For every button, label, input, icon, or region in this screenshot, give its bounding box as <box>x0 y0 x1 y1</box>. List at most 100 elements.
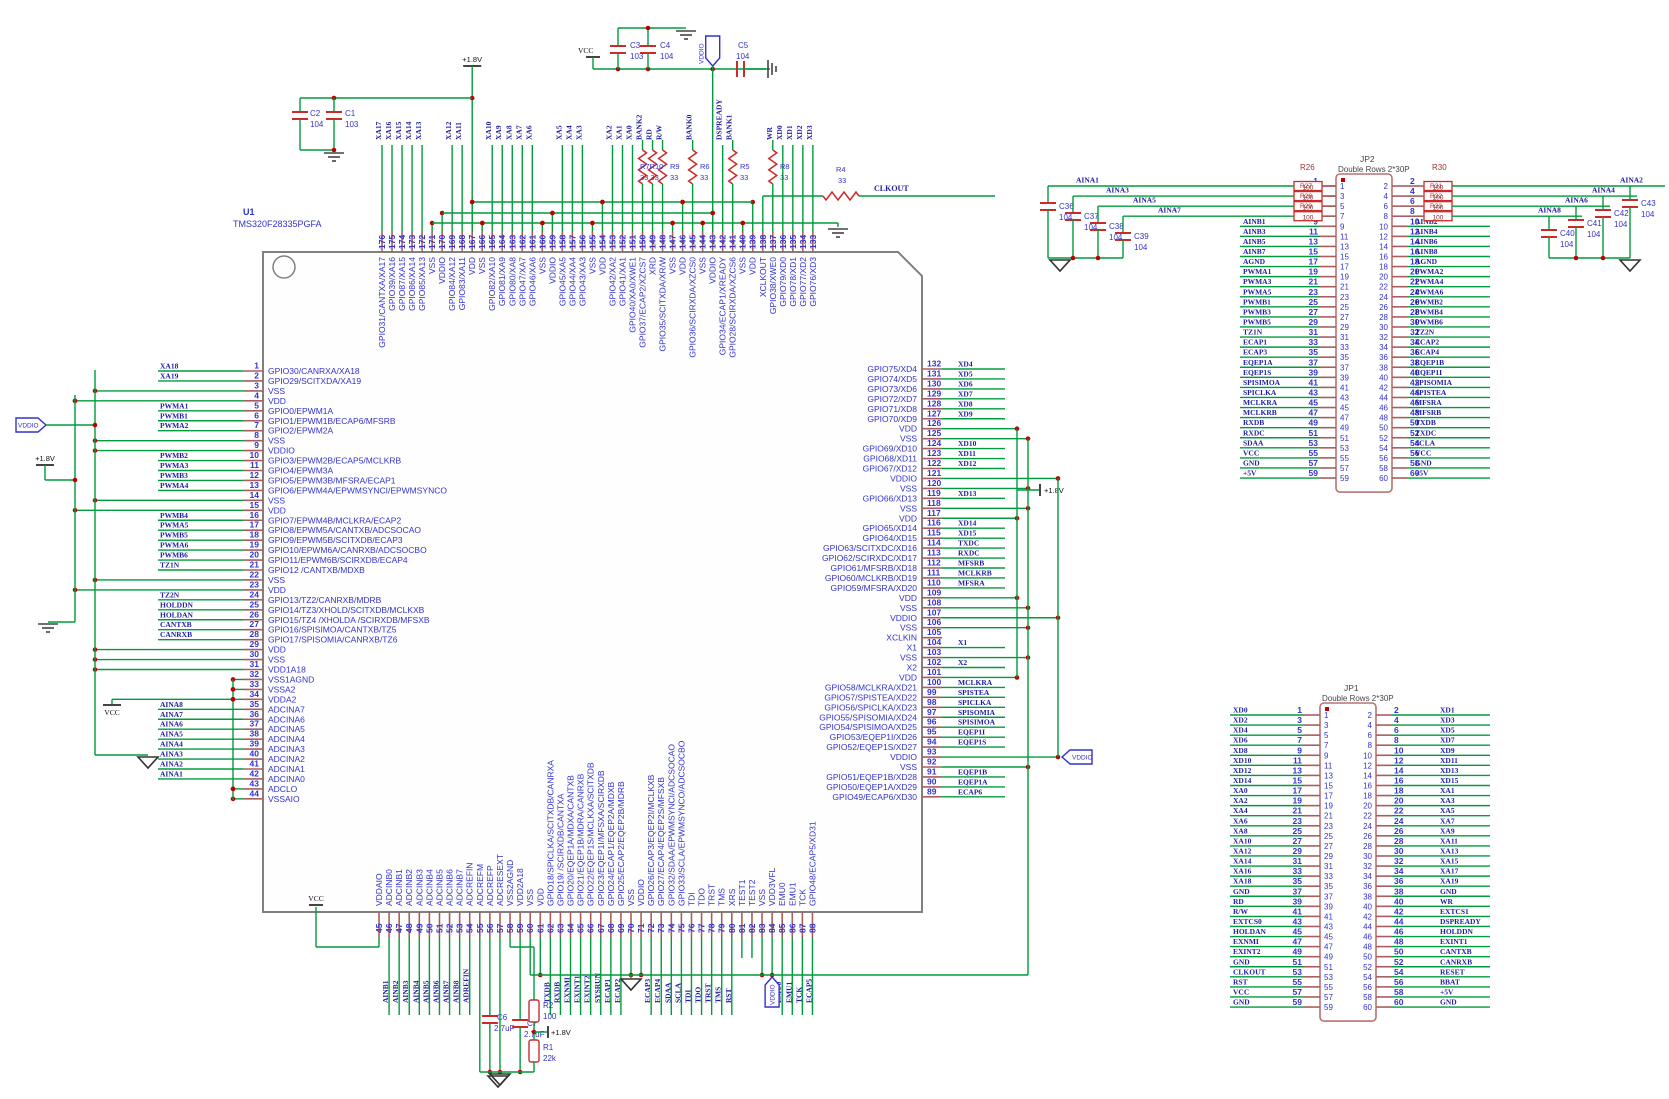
connector-pin-number: 12 <box>1394 755 1404 765</box>
ic-pin-number: 104 <box>927 637 941 647</box>
net-label: PWMB5 <box>160 531 188 540</box>
ic-pin-name: GPIO35/SCITXDA/XR/W <box>658 257 668 351</box>
net-label: XA18 <box>160 362 179 371</box>
cap-ref: C2 <box>310 109 321 118</box>
connector-pin-number: 32 <box>1363 862 1372 871</box>
connector-pin-number: 3 <box>1324 721 1329 730</box>
net-label: PWMA6 <box>160 541 189 550</box>
ic-pin-name: GPIO85/XA13 <box>417 257 427 311</box>
net-label: XA14 <box>1233 857 1252 866</box>
net-label: CANRXB <box>160 630 192 639</box>
connector-pin-number: 27 <box>1293 836 1303 846</box>
ic-pin-number: 3 <box>254 380 259 390</box>
net-label: R/W <box>1233 907 1249 916</box>
net-label: HOLDAN <box>1233 927 1267 936</box>
connector-pin-number: 40 <box>1410 367 1420 377</box>
net-label: AINB3 <box>401 980 410 1003</box>
ic-pin-number: 82 <box>747 923 757 933</box>
net-label: XA14 <box>404 121 413 140</box>
ic-pin-name: GPIO48/ECAP5/XD31 <box>807 821 817 906</box>
junction-dot <box>439 210 445 216</box>
net-label: XD13 <box>1440 766 1459 775</box>
net-label: XA0 <box>1233 786 1248 795</box>
net-label: BBAT <box>1440 977 1460 986</box>
ic-pin-number: 5 <box>254 400 259 410</box>
connector-pin-number: 56 <box>1363 983 1372 992</box>
ic-pin-name: VDDIO <box>890 752 917 762</box>
connector-pin-number: 21 <box>1324 812 1333 821</box>
connector-pin-number: 12 <box>1363 761 1372 770</box>
connector-pin-number: 40 <box>1379 373 1388 382</box>
connector-pin-number: 43 <box>1324 922 1333 931</box>
cap-value: 103 <box>630 52 644 61</box>
net-label: PWMA1 <box>1243 267 1272 276</box>
junction-dot <box>331 147 337 153</box>
connector-pin-number: 26 <box>1363 832 1372 841</box>
connector-pin-number: 51 <box>1293 957 1303 967</box>
resistor-value: 33 <box>670 173 678 182</box>
net-label: XD5 <box>958 369 973 378</box>
net-label: XA17 <box>1440 867 1459 876</box>
cap-ref: C6 <box>497 1013 508 1022</box>
ic-pin-name: ADCINB2 <box>404 869 414 906</box>
connector-pin-number: 14 <box>1394 765 1404 775</box>
net-label: AINB4 <box>1415 227 1438 236</box>
ground-icon <box>1618 259 1642 273</box>
connector-pin-number: 39 <box>1293 896 1303 906</box>
ic-pin-number: 118 <box>927 498 941 508</box>
net-label: SPISTEA <box>958 688 990 697</box>
ic-pin-name: VSS <box>268 436 285 446</box>
net-label: MCLKRB <box>958 568 992 577</box>
net-label: PWMB6 <box>1415 317 1443 326</box>
cap-ref: C41 <box>1587 219 1602 228</box>
connector-pin-number: 46 <box>1394 927 1404 937</box>
net-label: +5V <box>1243 469 1257 478</box>
net-label: ADREFIN <box>462 968 471 1003</box>
net-label: SPICLKA <box>958 698 992 707</box>
net-label: AINB8 <box>452 980 461 1003</box>
ic-pin-name: GPIO36/SCIRXDA/XZCS0 <box>688 257 698 358</box>
resistor-ref: R32 <box>1430 193 1442 200</box>
net-label: AINA1 <box>160 769 183 778</box>
resistor-value: 100 <box>1303 195 1314 202</box>
resistor-ref: R8 <box>780 162 790 171</box>
ic-pin-name: ADCINB1 <box>394 869 404 906</box>
junction-dot <box>1070 255 1076 261</box>
ic-pin-number: 151 <box>628 235 638 249</box>
net-label: SYSRUN <box>593 972 602 1003</box>
net-label: BANK2 <box>635 114 644 140</box>
connector-pin-number: 59 <box>1340 474 1349 483</box>
ic-pin-name: VDDAIO <box>374 873 384 906</box>
ic-pin-name: VSS <box>537 257 547 274</box>
ic-pin-number: 160 <box>537 235 547 249</box>
net-label: PWMA6 <box>1415 287 1444 296</box>
connector-pin-number: 4 <box>1410 186 1415 196</box>
connector-pin-number: 60 <box>1410 468 1420 478</box>
net-label: WR <box>765 127 774 141</box>
net-label: PWMB6 <box>160 551 188 560</box>
connector-pin-number: 51 <box>1340 434 1349 443</box>
ic-pin-number: 121 <box>927 468 941 478</box>
connector-pin-number: 10 <box>1363 751 1372 760</box>
junction-dot <box>670 220 675 226</box>
ic-pin-name: GPIO27/ECAP4/EQEP2S/MFSXB <box>656 777 666 906</box>
net-label: TMS <box>714 987 723 1003</box>
ic-pin-name: GPIO34/ECAP1/XREADY <box>718 257 728 356</box>
connector-pin-number: 47 <box>1309 408 1319 418</box>
ic-pin-number: 123 <box>927 448 941 458</box>
ic-pin-name: GPIO63/SCITXDC/XD16 <box>823 543 917 553</box>
connector-pin-number: 11 <box>1340 232 1349 241</box>
cap-ref: C5 <box>738 41 749 50</box>
net-label: XA6 <box>1233 816 1248 825</box>
connector-pin-number: 17 <box>1340 263 1349 272</box>
ic-pin-name: GPIO12 /CANTXB/MDXB <box>268 565 365 575</box>
connector-pin-number: 40 <box>1394 896 1404 906</box>
ic-pin-number: 140 <box>738 235 748 249</box>
net-label: ECAP2 <box>613 979 622 1003</box>
ic-pin-number: 154 <box>597 235 607 249</box>
ic-pin1-mark <box>272 255 296 279</box>
resistor-ref: R26 <box>1300 163 1315 172</box>
connector-pin-number: 20 <box>1410 267 1420 277</box>
ic-pin-name: GPIO17/SPISOMIA/CANRXB/TZ6 <box>268 635 398 645</box>
ic-pin-name: ADCRESEXT <box>495 854 505 906</box>
